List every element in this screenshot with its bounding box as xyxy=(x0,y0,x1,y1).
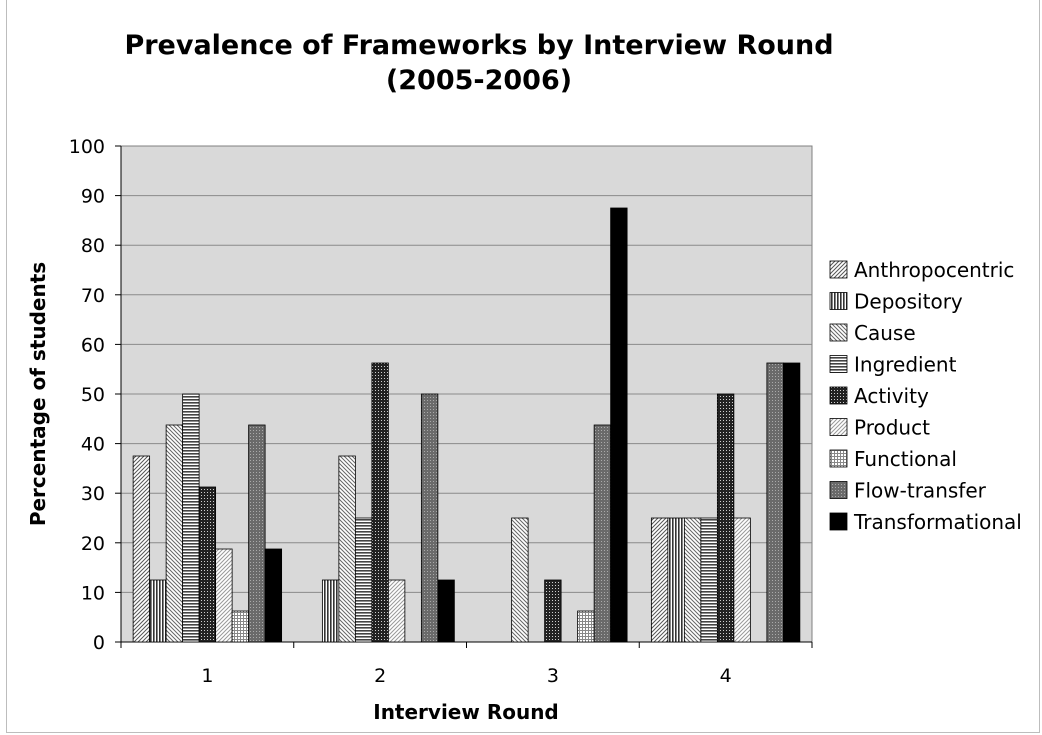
bar-activity-round-4 xyxy=(716,393,735,643)
bar-flow-transfer-round-1 xyxy=(248,424,266,643)
y-tick-label: 60 xyxy=(81,334,105,356)
y-tick-label: 50 xyxy=(81,384,105,406)
legend-label: Product xyxy=(854,416,930,440)
bar-activity-round-1 xyxy=(198,486,217,643)
bar-depository-round-2 xyxy=(321,579,340,643)
chart-title: Prevalence of Frameworks by Interview Ro… xyxy=(124,30,833,61)
bar-transformational-round-3 xyxy=(610,207,628,643)
plot-area: 0 10 20 30 40 50 60 70 80 90 100 1 2 3 4 xyxy=(69,136,813,687)
legend-swatch xyxy=(829,386,848,405)
y-tick-label: 70 xyxy=(81,285,105,307)
legend-label: Cause xyxy=(854,321,916,345)
legend-label: Transformational xyxy=(853,510,1022,534)
legend-swatch xyxy=(829,512,848,531)
x-tick-label: 3 xyxy=(547,665,559,687)
y-tick-label: 100 xyxy=(69,136,105,158)
x-tick-label: 1 xyxy=(201,665,213,687)
legend-swatch xyxy=(829,481,848,499)
legend-swatch xyxy=(829,449,848,468)
bar-ingredient-round-4 xyxy=(700,517,718,643)
y-axis-title: Percentage of students xyxy=(26,262,50,526)
bar-product-round-4 xyxy=(733,517,751,643)
bar-transformational-round-2 xyxy=(437,579,455,643)
bar-ingredient-round-2 xyxy=(354,517,373,643)
legend-label: Depository xyxy=(854,290,963,314)
chart-subtitle: (2005-2006) xyxy=(386,65,572,96)
y-tick-label: 10 xyxy=(81,582,105,604)
bar-product-round-2 xyxy=(387,579,406,643)
y-tick-label: 80 xyxy=(81,235,105,257)
x-tick-label: 2 xyxy=(374,665,386,687)
x-tick-label: 4 xyxy=(720,665,732,687)
legend-label: Flow-transfer xyxy=(854,479,987,503)
legend-swatch xyxy=(829,292,848,310)
legend-swatch xyxy=(829,323,848,342)
bar-cause-round-3 xyxy=(511,517,529,643)
legend-label: Activity xyxy=(854,384,929,408)
bar-flow-transfer-round-2 xyxy=(420,393,439,643)
legend-swatch xyxy=(829,260,848,279)
legend-swatch xyxy=(829,355,848,373)
bar-depository-round-4 xyxy=(667,517,685,643)
legend-label: Ingredient xyxy=(854,353,957,377)
chart-frame xyxy=(6,0,1040,733)
bar-functional-round-3 xyxy=(577,610,595,643)
bar-transformational-round-1 xyxy=(264,548,283,643)
bar-ingredient-round-1 xyxy=(182,393,200,643)
bar-flow-transfer-round-4 xyxy=(766,362,784,643)
y-tick-label: 0 xyxy=(93,632,105,654)
bar-product-round-1 xyxy=(215,548,233,643)
legend-label: Anthropocentric xyxy=(854,258,1014,282)
x-axis-title: Interview Round xyxy=(373,700,559,724)
bar-depository-round-1 xyxy=(149,579,167,643)
bar-cause-round-1 xyxy=(165,424,184,643)
bar-functional-round-1 xyxy=(231,610,250,643)
legend-label: Functional xyxy=(854,447,957,471)
y-tick-label: 30 xyxy=(81,483,105,505)
bar-activity-round-2 xyxy=(371,362,389,643)
bar-transformational-round-4 xyxy=(782,362,801,643)
bar-flow-transfer-round-3 xyxy=(593,424,612,643)
legend-swatch xyxy=(829,418,848,436)
legend: Anthropocentric Depository Cause Ingredient… xyxy=(829,258,1022,534)
y-tick-label: 40 xyxy=(81,434,105,456)
bar-cause-round-4 xyxy=(683,517,702,643)
bar-activity-round-3 xyxy=(544,579,562,643)
bar-cause-round-2 xyxy=(338,455,356,643)
y-tick-label: 20 xyxy=(81,533,105,555)
bar-anthropocentric-round-1 xyxy=(132,455,151,643)
y-tick-label: 90 xyxy=(81,186,105,208)
bar-anthropocentric-round-4 xyxy=(650,517,669,643)
